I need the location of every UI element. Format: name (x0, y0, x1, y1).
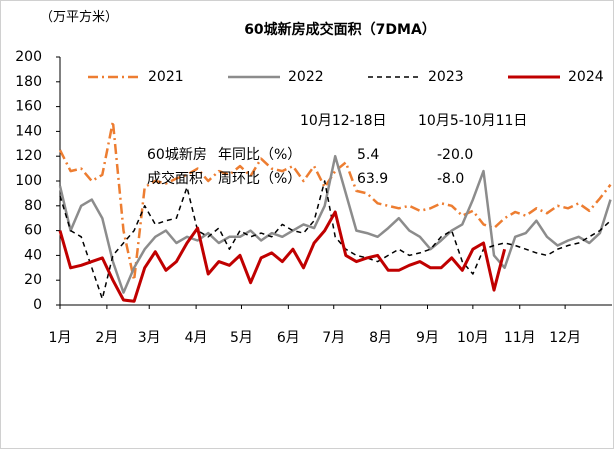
table-cell: 5.4 (357, 147, 379, 163)
legend-label: 2023 (428, 69, 464, 85)
series-line (58, 210, 507, 303)
x-tick-label: 9月 (416, 330, 439, 346)
table-header: 10月5-10月11日 (418, 113, 527, 129)
x-tick-label: 12月 (549, 330, 581, 346)
y-tick-label: 120 (15, 148, 42, 164)
y-tick-label: 60 (24, 223, 42, 239)
x-tick-label: 8月 (369, 330, 392, 346)
y-tick-label: 140 (15, 123, 42, 139)
table-cell: -20.0 (437, 147, 473, 163)
x-tick-label: 7月 (322, 330, 345, 346)
y-tick-label: 180 (15, 74, 42, 90)
y-tick-label: 80 (24, 198, 42, 214)
y-tick-label: 160 (15, 99, 42, 115)
legend-label: 2022 (288, 69, 324, 85)
chart-title: 60城新房成交面积（7DMA） (244, 21, 436, 38)
x-tick-label: 2月 (95, 330, 118, 346)
y-tick-label: 20 (24, 272, 42, 288)
y-tick-label: 0 (33, 297, 42, 313)
y-tick-label: 40 (24, 247, 42, 263)
table-cell: 周环比（%） (218, 171, 301, 187)
table-cell: 年同比（%） (218, 147, 301, 163)
x-tick-label: 4月 (185, 330, 208, 346)
x-tick-label: 3月 (138, 330, 161, 346)
series-line (59, 180, 612, 300)
x-tick-label: 11月 (504, 330, 536, 346)
table-cell: -8.0 (437, 171, 464, 187)
x-tick-label: 1月 (49, 330, 72, 346)
legend-label: 2021 (148, 69, 184, 85)
table-header: 10月12-18日 (300, 113, 387, 129)
y-axis-label: （万平方米） (40, 10, 119, 25)
series-line (58, 120, 612, 282)
table-cell: 成交面积 (147, 170, 203, 187)
series-line (58, 154, 612, 294)
legend-label: 2024 (568, 69, 604, 85)
table-cell: 63.9 (357, 171, 388, 187)
table-cell: 60城新房 (147, 147, 207, 163)
y-tick-label: 100 (15, 173, 42, 189)
x-tick-label: 5月 (230, 330, 253, 346)
x-tick-label: 10月 (457, 330, 489, 346)
y-tick-label: 200 (15, 49, 42, 65)
x-tick-label: 6月 (277, 330, 300, 346)
